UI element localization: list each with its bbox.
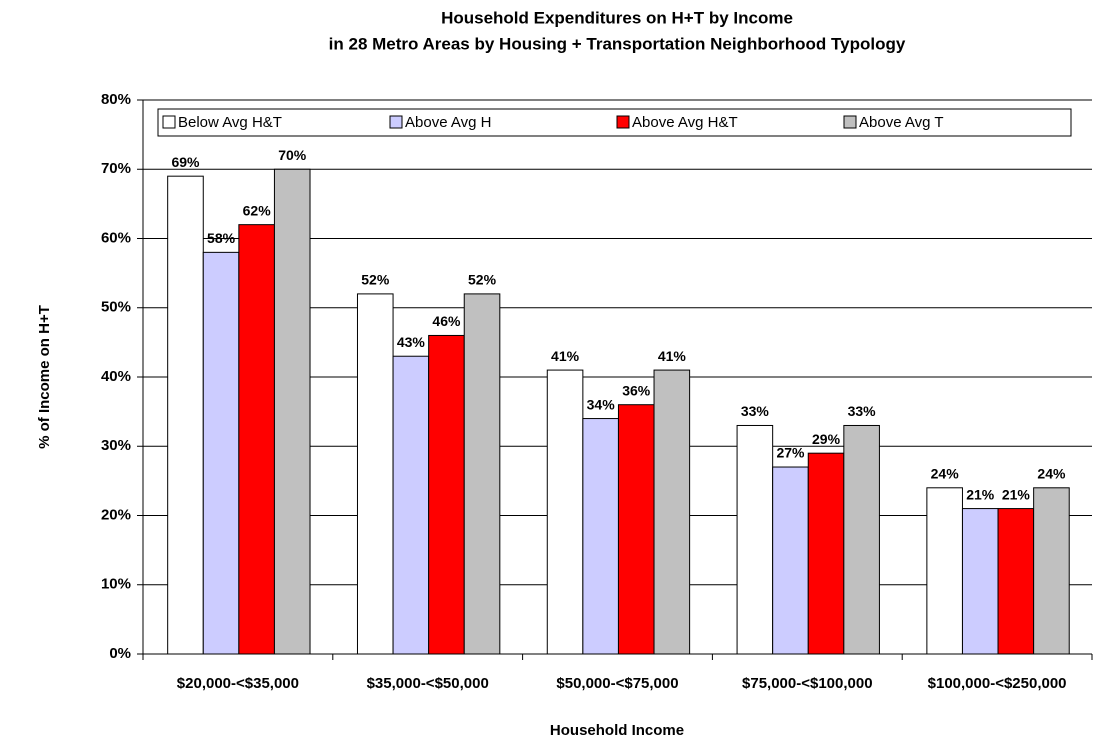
data-label: 33% [848,403,877,419]
data-label: 33% [741,403,770,419]
data-label: 36% [622,382,651,398]
legend-label: Below Avg H&T [178,114,282,131]
legend-swatch [843,115,857,129]
data-label: 21% [1002,486,1031,502]
data-label: 27% [776,445,805,461]
legend-label: Above Avg H [405,114,491,131]
y-tick-label: 30% [101,437,131,454]
data-label: 21% [966,486,995,502]
bar [1033,487,1070,655]
bar [961,508,999,655]
y-tick-label: 0% [109,645,131,662]
data-label: 41% [658,348,687,364]
bar [997,508,1035,655]
bar [428,334,465,655]
legend-label: Above Avg H&T [632,114,738,131]
data-label: 62% [243,202,272,218]
y-tick-label: 20% [101,506,131,523]
bar [653,369,691,655]
y-tick-label: 40% [101,368,131,385]
y-tick-label: 80% [101,91,131,108]
x-tick-label: $50,000-<$75,000 [556,675,678,692]
legend-box [157,108,1072,137]
chart-subtitle: in 28 Metro Areas by Housing + Transport… [329,34,906,53]
data-label: 43% [397,334,426,350]
x-axis-label: Household Income [550,722,684,739]
data-label: 52% [361,272,390,288]
bar [736,424,774,655]
bar [273,168,311,655]
bar [167,175,204,655]
y-axis-label: % of Income on H+T [36,305,53,449]
data-label: 70% [278,147,307,163]
bar [463,293,501,655]
data-label: 24% [931,466,960,482]
data-label: 46% [432,313,461,329]
bar [843,424,880,655]
y-tick-label: 50% [101,299,131,316]
bar [617,404,655,655]
bar [202,251,240,655]
legend-swatch [162,115,176,129]
x-tick-label: $20,000-<$35,000 [177,675,299,692]
bar [546,369,584,655]
y-tick-label: 10% [101,576,131,593]
chart-title: Household Expenditures on H+T by Income [441,8,793,27]
data-label: 34% [587,396,616,412]
data-label: 58% [207,230,236,246]
data-label: 29% [812,431,841,447]
bar [356,293,394,655]
y-tick-label: 70% [101,160,131,177]
bar [926,487,963,655]
bar [582,418,619,655]
legend-swatch [389,115,403,129]
x-tick-label: $35,000-<$50,000 [367,675,489,692]
bar [238,224,275,655]
y-tick-label: 60% [101,229,131,246]
data-label: 69% [171,154,200,170]
legend-label: Above Avg T [859,114,944,131]
legend-swatch [616,115,630,129]
bar [772,466,809,655]
bar [807,452,845,655]
data-label: 52% [468,272,497,288]
bar [392,355,430,655]
x-tick-label: $75,000-<$100,000 [742,675,873,692]
x-tick-label: $100,000-<$250,000 [928,675,1067,692]
data-label: 24% [1037,466,1066,482]
data-label: 41% [551,348,580,364]
